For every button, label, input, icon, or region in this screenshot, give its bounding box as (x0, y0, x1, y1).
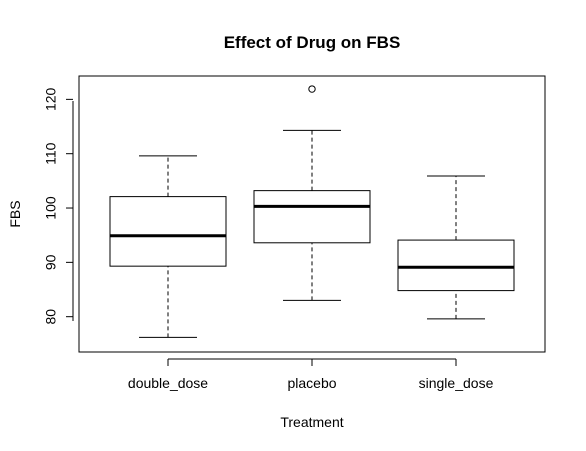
x-axis-label: Treatment (280, 414, 343, 430)
outlier-point (308, 85, 316, 93)
box-single_dose (397, 175, 515, 320)
iqr-box (397, 239, 515, 292)
y-tick-label: 110 (43, 142, 59, 165)
box-placebo (253, 85, 371, 301)
x-tick-label-single_dose: single_dose (419, 375, 494, 391)
iqr-box (109, 196, 227, 267)
y-tick-label: 90 (43, 254, 59, 270)
x-axis-ticks: double_dose placebo single_dose (128, 359, 494, 391)
x-tick-label-double_dose: double_dose (128, 375, 208, 391)
y-tick-label: 80 (43, 309, 59, 325)
iqr-box (253, 190, 371, 244)
y-axis-ticks: 80 90 100 110 120 (43, 87, 73, 324)
y-axis-label: FBS (7, 200, 23, 227)
box-double_dose (109, 155, 227, 338)
y-tick-label: 100 (43, 196, 59, 220)
x-tick-label-placebo: placebo (287, 375, 336, 391)
boxplots (109, 85, 515, 338)
chart-title: Effect of Drug on FBS (224, 33, 401, 52)
y-tick-label: 120 (43, 87, 59, 111)
plot-frame (78, 75, 546, 353)
